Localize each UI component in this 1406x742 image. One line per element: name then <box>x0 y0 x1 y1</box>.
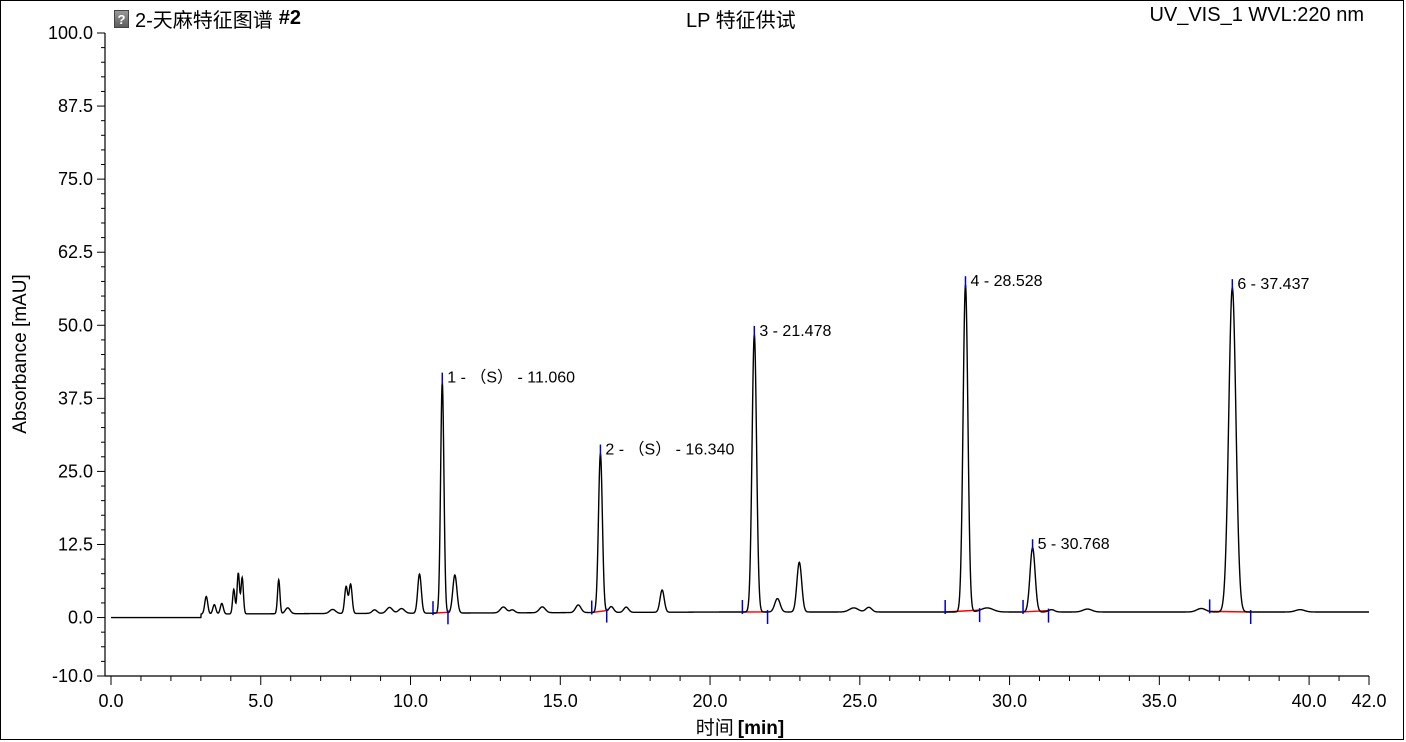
integration-baseline <box>1023 609 1049 613</box>
peak-label: 1 - （S） - 11.060 <box>447 369 575 387</box>
x-axis-unit: [min] <box>738 718 784 739</box>
y-tick-label: 12.5 <box>58 534 93 554</box>
peak-labels: 1 - （S） - 11.060 2 - （S） - 16.340 3 - 21.4… <box>447 273 1309 553</box>
y-tick-label: 62.5 <box>58 242 93 262</box>
x-tick-label: 20.0 <box>693 691 728 711</box>
x-tick-label: 0.0 <box>98 691 123 711</box>
peak-markers <box>432 276 1252 625</box>
x-tick-label: 25.0 <box>842 691 877 711</box>
peak-label: 6 - 37.437 <box>1237 276 1309 293</box>
x-tick-label: 40.0 <box>1292 691 1327 711</box>
y-tick-label: 25.0 <box>58 461 93 481</box>
channel-label: UV_VIS_1 WVL:220 nm <box>1149 4 1364 26</box>
y-tick-label: 37.5 <box>58 388 93 408</box>
y-tick-label: 87.5 <box>58 96 93 116</box>
axes: 100.087.575.062.550.037.525.012.50.0-10.… <box>48 23 1387 711</box>
x-tick-label: 30.0 <box>992 691 1027 711</box>
x-axis-label: 时间 <box>696 717 734 739</box>
sample-title: ? 2-天麻特征图谱 #2 <box>114 4 301 33</box>
x-tick-label: 10.0 <box>393 691 428 711</box>
y-tick-label: 50.0 <box>58 315 93 335</box>
y-tick-label: 75.0 <box>58 169 93 189</box>
trace-layer <box>111 284 1369 619</box>
x-tick-label: 5.0 <box>248 691 273 711</box>
sample-name: 2-天麻特征图谱 <box>135 10 273 32</box>
x-tick-label: 35.0 <box>1142 691 1177 711</box>
method-title: LP 特征供试 <box>686 10 796 32</box>
y-tick-label: -10.0 <box>52 666 93 686</box>
peak-label: 4 - 28.528 <box>970 273 1042 290</box>
chromatogram-trace <box>111 284 1369 619</box>
x-axis-title: 时间 [min] <box>696 717 784 739</box>
x-tick-label: 15.0 <box>543 691 578 711</box>
peak-label: 2 - （S） - 16.340 <box>605 441 734 459</box>
y-tick-label: 0.0 <box>68 608 93 628</box>
sample-number: #2 <box>278 7 302 29</box>
y-axis-title: Absorbance [mAU] <box>10 274 31 433</box>
x-tick-label: 42.0 <box>1351 691 1386 711</box>
peak-label: 5 - 30.768 <box>1038 536 1110 553</box>
help-icon[interactable]: ? <box>114 9 129 28</box>
peak-label: 3 - 21.478 <box>759 323 831 340</box>
y-tick-label: 100.0 <box>48 23 93 43</box>
